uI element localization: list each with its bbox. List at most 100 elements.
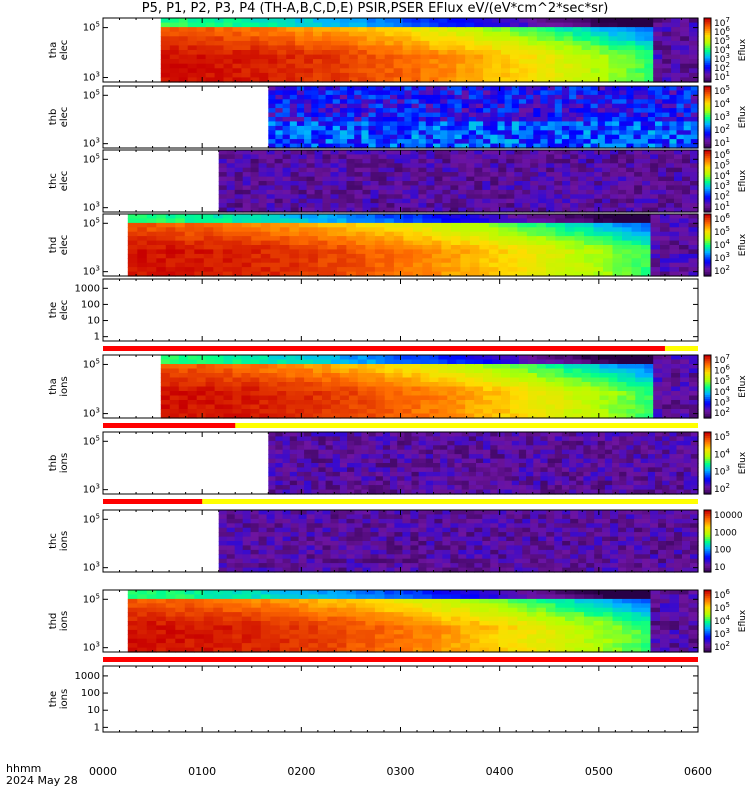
heatmap-cell (640, 121, 649, 127)
heatmap-cell (268, 449, 277, 455)
heatmap-cell (366, 27, 377, 33)
heatmap-cell (169, 63, 180, 69)
heatmap-cell (222, 236, 233, 242)
heatmap-cell (586, 158, 595, 164)
heatmap-cell (275, 458, 284, 464)
heatmap-cell (339, 413, 350, 419)
heatmap-cell (653, 54, 663, 60)
heatmap-cell (492, 395, 502, 401)
heatmap-cell (653, 395, 663, 401)
heatmap-cell (504, 94, 513, 100)
heatmap-cell (490, 181, 499, 186)
heatmap-cell (447, 117, 456, 122)
heatmap-cell (498, 185, 507, 191)
heatmap-cell (634, 181, 643, 186)
heatmap-cell (547, 94, 556, 100)
heatmap-cell (650, 203, 659, 209)
heatmap-cell (156, 214, 167, 219)
heatmap-cell (289, 476, 298, 482)
heatmap-cell (602, 189, 611, 195)
heatmap-cell (530, 207, 539, 213)
heatmap-cell (274, 194, 284, 200)
heatmap-cell (683, 99, 692, 105)
heatmap-cell (650, 271, 661, 277)
colorbar-cell (704, 247, 711, 250)
heatmap-cell (517, 218, 528, 224)
heatmap-cell (146, 249, 157, 255)
heatmap-cell (258, 198, 268, 204)
heatmap-cell (612, 214, 623, 219)
heatmap-cell (366, 22, 377, 28)
heatmap-cell (619, 90, 627, 96)
heatmap-cell (146, 267, 157, 273)
heatmap-cell (669, 121, 678, 127)
heatmap-cell (205, 368, 216, 374)
heatmap-cell (169, 364, 180, 370)
heatmap-cells (268, 432, 699, 495)
heatmap-cell (650, 222, 661, 228)
heatmap-cell (454, 134, 463, 140)
heatmap-cell (626, 355, 636, 361)
heatmap-cell (527, 386, 538, 392)
heatmap-cell (403, 253, 414, 259)
heatmap-cell (289, 480, 298, 486)
heatmap-cell (330, 377, 341, 383)
heatmap-cell (662, 121, 670, 127)
heatmap-cell (362, 172, 372, 178)
heatmap-cell (545, 400, 556, 406)
colorbar-cell (704, 218, 711, 221)
heatmap-cell (565, 218, 576, 224)
heatmap-cell (662, 54, 672, 60)
heatmap-cell (404, 125, 413, 131)
heatmap-cell (488, 271, 499, 277)
heatmap-cell (393, 236, 404, 242)
colorbar-cell (704, 222, 711, 225)
heatmap-cell (160, 59, 171, 65)
heatmap-cell (346, 222, 357, 228)
heatmap-cell (250, 207, 260, 213)
heatmap-cell (402, 163, 411, 169)
heatmap-cell (196, 50, 207, 56)
heatmap-cell (242, 163, 252, 169)
heatmap-cell (402, 77, 413, 83)
heatmap-cell (282, 163, 292, 169)
heatmap-cell (127, 240, 138, 246)
heatmap-cell (619, 134, 627, 140)
heatmap-cell (282, 440, 291, 446)
heatmap-cell (339, 117, 348, 122)
heatmap-cell (203, 249, 214, 255)
heatmap-cell (680, 31, 690, 37)
heatmap-cell (429, 31, 439, 37)
heatmap-cell (644, 36, 654, 42)
heatmap-cell (689, 359, 699, 365)
heatmap-cell (420, 377, 431, 383)
colorbar-frame (703, 354, 712, 419)
heatmap-cell (357, 59, 368, 65)
heatmap-cell (612, 267, 623, 273)
heatmap-cell (450, 258, 461, 264)
heatmap-cell (578, 181, 587, 186)
heatmap-cell (536, 359, 547, 365)
heatmap-cell (203, 236, 214, 242)
heatmap-cell (260, 240, 271, 246)
heatmap-cell (599, 413, 610, 419)
heatmap-cell (304, 413, 314, 419)
heatmap-cell (304, 445, 312, 451)
heatmap-cell (295, 400, 305, 406)
heatmap-cell (438, 404, 448, 410)
colorbar-cell (704, 137, 711, 141)
heatmap-cell (327, 236, 338, 242)
heatmap-cell (608, 355, 619, 361)
heatmap-cell (418, 134, 427, 140)
heatmap-cell (650, 227, 661, 233)
heatmap-cell (644, 400, 654, 406)
colorbar-cell (704, 170, 711, 174)
heatmap-cell (357, 18, 368, 24)
heatmap-cell (268, 40, 278, 47)
heatmap-cell (275, 471, 284, 477)
heatmap-cell (282, 449, 291, 455)
heatmap-cell (433, 103, 441, 109)
heatmap-cell (555, 236, 566, 242)
